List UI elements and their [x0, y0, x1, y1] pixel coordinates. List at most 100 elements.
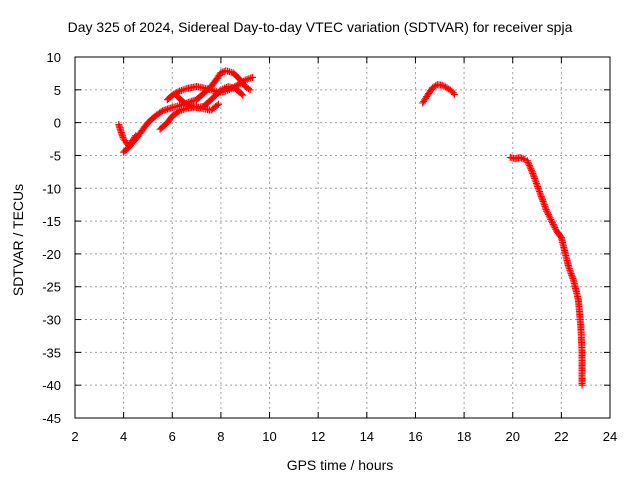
data-marker	[566, 268, 574, 276]
y-axis-label: SDTVAR / TECUs	[10, 183, 26, 297]
data-marker	[449, 89, 457, 97]
data-marker	[524, 158, 532, 166]
data-marker	[529, 171, 537, 179]
x-tick-label: 8	[217, 429, 224, 444]
data-marker	[529, 170, 537, 178]
data-marker	[531, 176, 539, 184]
x-tick-label: 4	[120, 429, 127, 444]
data-marker	[556, 232, 564, 240]
data-marker	[535, 188, 543, 196]
data-point	[450, 90, 458, 98]
data-marker	[566, 266, 574, 274]
x-axis-label: GPS time / hours	[286, 457, 394, 473]
data-point	[214, 100, 222, 108]
data-marker	[537, 191, 545, 199]
data-point	[548, 217, 556, 225]
data-point	[538, 194, 546, 202]
x-tick-label: 12	[311, 429, 325, 444]
data-marker	[532, 178, 540, 186]
x-tick-label: 16	[408, 429, 422, 444]
data-marker	[174, 108, 182, 116]
data-point	[239, 91, 247, 99]
data-marker	[530, 173, 538, 181]
x-tick-label: 2	[71, 429, 78, 444]
data-marker	[568, 271, 576, 279]
data-marker	[569, 275, 577, 283]
y-tick-label: -20	[42, 247, 61, 262]
data-marker	[532, 179, 540, 187]
data-marker	[525, 161, 533, 169]
data-marker	[539, 196, 547, 204]
data-marker	[519, 155, 527, 163]
data-marker	[244, 85, 252, 93]
data-marker	[527, 166, 535, 174]
data-marker	[544, 211, 552, 219]
data-marker	[157, 108, 165, 116]
y-tick-label: 10	[47, 50, 61, 65]
data-point	[249, 73, 257, 81]
y-tick-label: -10	[42, 181, 61, 196]
data-series-segment-f	[419, 81, 458, 107]
data-marker	[551, 224, 559, 232]
data-marker	[534, 183, 542, 191]
y-tick-label: -30	[42, 313, 61, 328]
data-marker	[118, 132, 126, 140]
x-tick-label: 14	[360, 429, 374, 444]
y-tick-label: -5	[49, 148, 61, 163]
chart-title: Day 325 of 2024, Sidereal Day-to-day VTE…	[67, 19, 573, 35]
y-tick-label: -15	[42, 214, 61, 229]
data-marker	[550, 222, 558, 230]
x-tick-label: 20	[505, 429, 519, 444]
data-marker	[548, 219, 556, 227]
data-point	[523, 157, 531, 165]
data-marker	[527, 165, 535, 173]
data-point	[217, 69, 225, 77]
x-tick-label: 24	[603, 429, 617, 444]
data-marker	[568, 273, 576, 281]
data-point	[567, 270, 575, 278]
y-tick-label: 5	[54, 83, 61, 98]
y-tick-label: 0	[54, 116, 61, 131]
x-tick-label: 18	[457, 429, 471, 444]
data-marker	[219, 68, 227, 76]
data-marker	[526, 163, 534, 171]
data-series-segment-e	[173, 83, 247, 112]
plot-frame	[74, 56, 611, 419]
data-marker	[536, 189, 544, 197]
data-marker	[525, 160, 533, 168]
y-tick-label: -25	[42, 280, 61, 295]
y-tick-label: -35	[42, 345, 61, 360]
data-marker	[542, 206, 550, 214]
data-point	[578, 381, 586, 389]
data-marker	[540, 201, 548, 209]
data-marker	[238, 90, 246, 98]
data-marker	[537, 192, 545, 200]
data-marker	[432, 82, 440, 90]
data-marker	[565, 265, 573, 273]
data-marker	[213, 101, 221, 109]
data-marker	[546, 214, 554, 222]
data-marker	[545, 212, 553, 220]
x-tick-label: 6	[169, 429, 176, 444]
data-marker	[547, 215, 555, 223]
data-point	[533, 181, 541, 189]
data-marker	[518, 154, 526, 162]
data-marker	[549, 220, 557, 228]
y-tick-label: -40	[42, 378, 61, 393]
data-marker	[539, 197, 547, 205]
data-series-segment-g	[506, 153, 586, 389]
data-marker	[534, 184, 542, 192]
data-marker	[544, 209, 552, 217]
x-tick-label: 10	[262, 429, 276, 444]
data-point	[543, 207, 551, 215]
data-marker	[118, 130, 126, 138]
data-point	[117, 128, 125, 136]
data-point	[516, 153, 524, 161]
data-marker	[541, 202, 549, 210]
data-point	[565, 263, 573, 271]
data-marker	[535, 186, 543, 194]
y-tick-label: -45	[42, 411, 61, 426]
data-point	[246, 86, 254, 94]
data-marker	[531, 174, 539, 182]
